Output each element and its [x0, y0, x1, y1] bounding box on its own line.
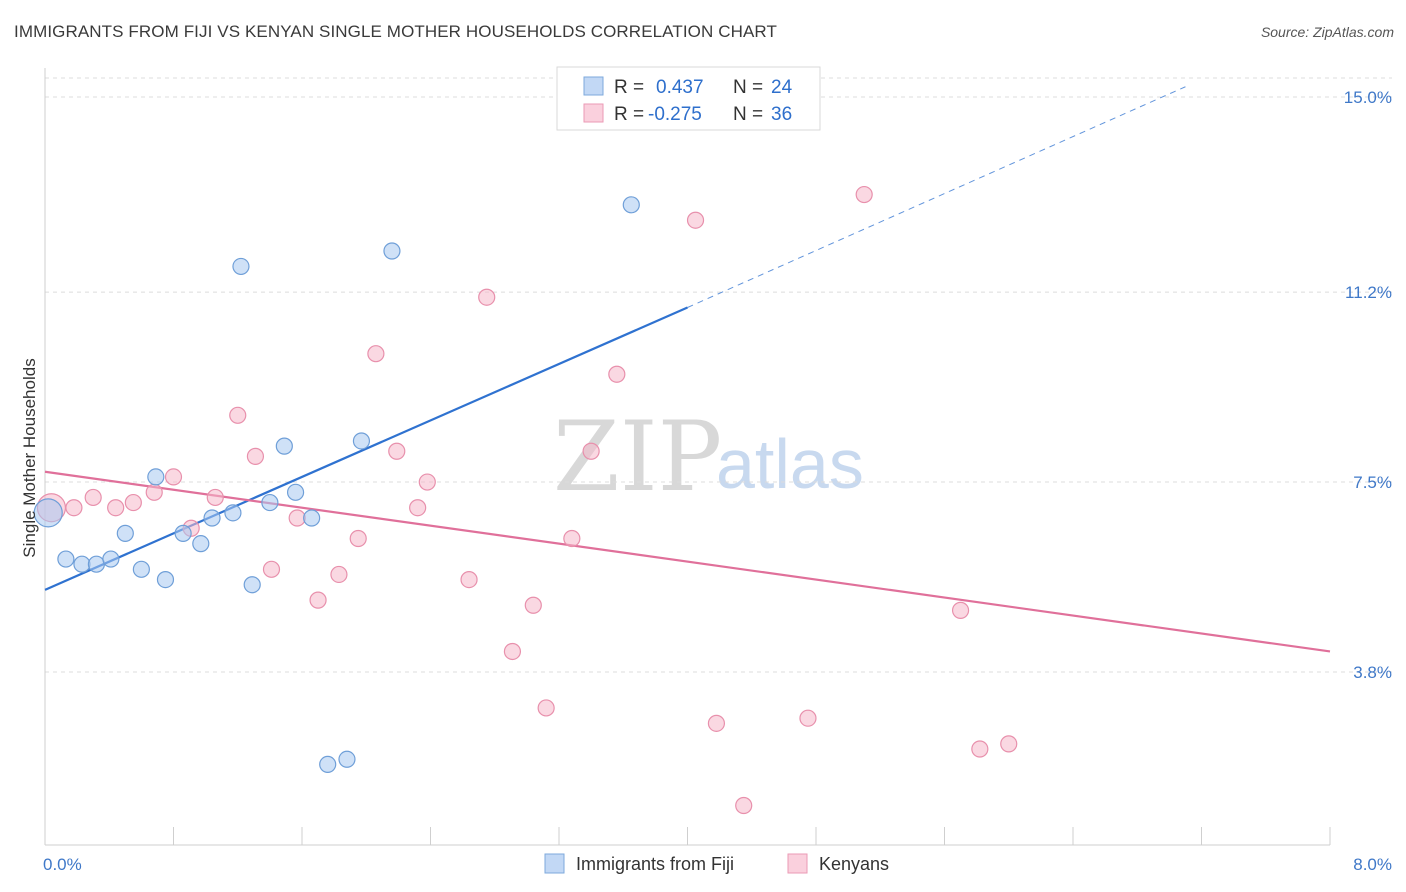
data-point-fiji	[147, 468, 165, 486]
y-tick-label: 15.0%	[1344, 88, 1392, 107]
chart-title: IMMIGRANTS FROM FIJI VS KENYAN SINGLE MO…	[14, 22, 777, 41]
data-point-fiji	[132, 560, 150, 578]
data-point-kenyans	[288, 509, 306, 527]
trend-line-fiji	[44, 306, 688, 591]
data-point-fiji	[383, 242, 401, 260]
tick-labels: 3.8% 7.5% 11.2% 15.0% 0.0% 8.0%	[43, 88, 1392, 874]
data-point-fiji	[261, 493, 279, 512]
data-point-fiji	[174, 524, 192, 542]
data-point-fiji	[116, 524, 134, 542]
data-point-fiji	[275, 437, 293, 455]
data-points	[33, 185, 1018, 815]
data-point-kenyans	[367, 345, 385, 363]
x-tick-label: 0.0%	[43, 855, 82, 874]
data-point-kenyans	[409, 499, 427, 517]
data-point-kenyans	[524, 596, 542, 614]
watermark-zip: ZIP	[553, 401, 722, 513]
data-point-kenyans	[582, 442, 600, 460]
data-point-fiji	[57, 550, 75, 568]
data-point-kenyans	[707, 714, 726, 732]
data-point-kenyans	[460, 570, 478, 589]
data-point-fiji	[286, 483, 305, 501]
data-point-kenyans	[309, 591, 327, 609]
data-point-kenyans	[503, 642, 522, 661]
legend-swatch-fiji	[544, 853, 565, 874]
stats-swatch-kenyans	[583, 103, 604, 123]
watermark-atlas: atlas	[716, 425, 864, 503]
data-point-kenyans	[799, 709, 817, 727]
data-point-kenyans	[164, 468, 183, 486]
stats-swatch-fiji	[583, 76, 604, 96]
data-point-fiji	[338, 750, 356, 768]
data-point-fiji	[232, 257, 250, 276]
y-tick-label: 11.2%	[1345, 283, 1392, 302]
data-point-kenyans	[608, 365, 626, 383]
data-point-kenyans	[388, 442, 406, 460]
data-point-fiji	[102, 550, 120, 568]
data-point-kenyans	[206, 488, 224, 507]
data-point-kenyans	[971, 740, 989, 758]
data-point-fiji	[33, 498, 63, 528]
x-tick-label: 8.0%	[1353, 855, 1392, 874]
data-point-kenyans	[563, 529, 581, 548]
data-point-kenyans	[229, 406, 247, 424]
data-point-fiji	[203, 509, 221, 527]
data-point-kenyans	[418, 473, 436, 491]
data-point-fiji	[192, 535, 210, 553]
data-point-kenyans	[735, 796, 753, 815]
y-tick-label: 7.5%	[1353, 473, 1392, 492]
data-point-fiji	[352, 432, 371, 450]
data-point-kenyans	[349, 529, 367, 548]
data-point-kenyans	[246, 447, 265, 465]
data-point-fiji	[319, 755, 337, 774]
stats-n-value-fiji: 24	[771, 77, 793, 98]
data-point-kenyans	[855, 185, 873, 204]
data-point-kenyans	[1000, 735, 1018, 753]
y-axis-label: Single Mother Households	[20, 358, 39, 557]
data-point-fiji	[156, 570, 175, 589]
data-point-kenyans	[65, 499, 83, 517]
data-point-fiji	[243, 576, 261, 594]
legend-swatch-kenyans	[787, 853, 808, 874]
legend-label-fiji: Immigrants from Fiji	[576, 854, 734, 874]
data-point-kenyans	[262, 560, 281, 578]
stats-r-value-kenyans: -0.275	[648, 104, 702, 125]
trend-line-kenyans	[44, 470, 1331, 653]
watermark: ZIP atlas	[553, 401, 864, 513]
data-point-fiji	[224, 504, 242, 522]
data-point-kenyans	[145, 483, 163, 501]
trend-lines	[44, 86, 1331, 653]
stats-r-label-fiji: R =	[614, 77, 644, 98]
data-point-kenyans	[478, 288, 496, 306]
y-tick-label: 3.8%	[1353, 663, 1392, 682]
stats-r-value-fiji: 0.437	[656, 77, 704, 98]
data-point-kenyans	[686, 211, 705, 229]
data-point-fiji	[622, 196, 640, 214]
data-point-fiji	[73, 555, 91, 573]
trend-line-extension	[687, 86, 1186, 308]
data-point-kenyans	[84, 488, 102, 507]
stats-r-label-kenyans: R =	[614, 104, 644, 125]
data-point-kenyans	[107, 499, 125, 517]
chart-source: Source: ZipAtlas.com	[1260, 24, 1394, 40]
axes	[44, 68, 1331, 846]
data-point-kenyans	[537, 699, 555, 717]
data-point-kenyans	[124, 493, 142, 512]
stats-legend: R = 0.437 N = 24 R = -0.275 N = 36	[556, 66, 821, 131]
data-point-fiji	[87, 555, 106, 573]
data-point-kenyans	[330, 565, 348, 584]
stats-n-value-kenyans: 36	[771, 104, 792, 125]
data-point-kenyans	[951, 601, 970, 619]
stats-n-label-kenyans: N =	[733, 104, 763, 125]
series-legend: Immigrants from Fiji Kenyans	[544, 853, 889, 874]
data-point-fiji	[303, 509, 321, 527]
legend-label-kenyans: Kenyans	[819, 854, 889, 874]
stats-n-label-fiji: N =	[733, 77, 763, 98]
